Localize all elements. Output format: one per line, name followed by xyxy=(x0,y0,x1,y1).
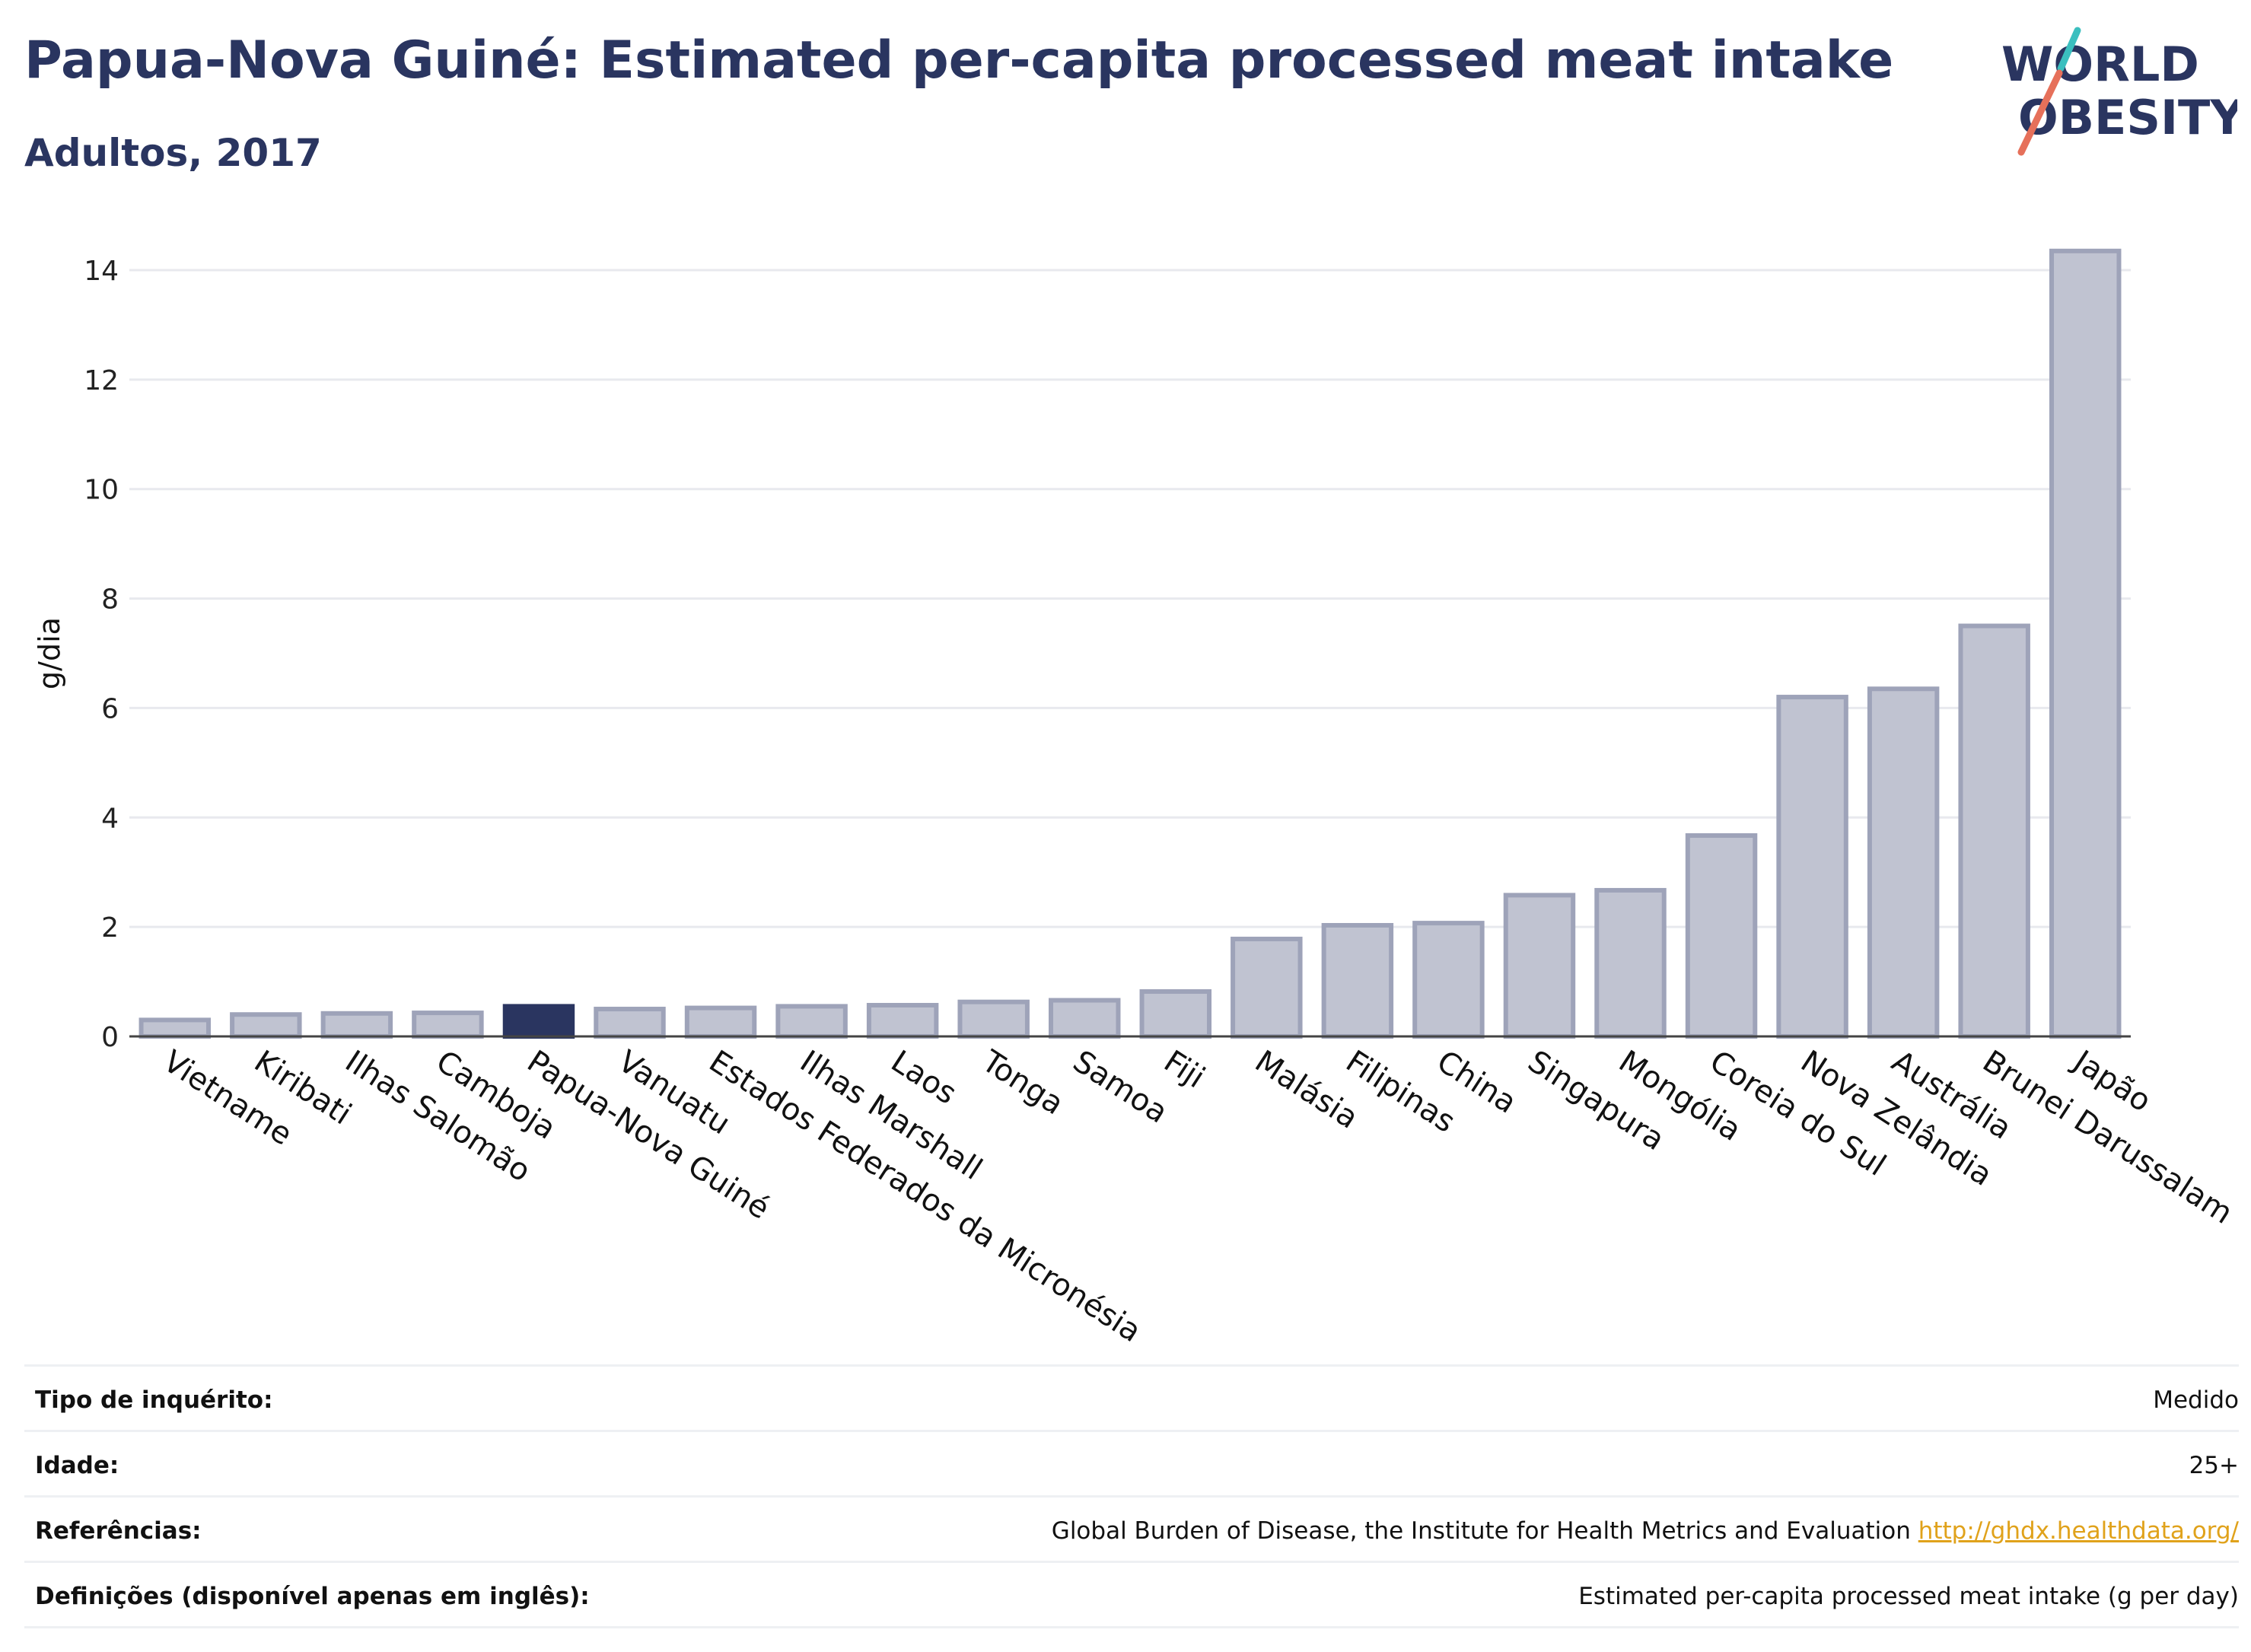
meta-value: Estimated per-capita processed meat inta… xyxy=(1578,1583,2239,1610)
meta-row-age: Idade: 25+ xyxy=(24,1430,2239,1495)
y-tick-label: 0 xyxy=(101,1022,119,1053)
bar xyxy=(1867,686,1940,1039)
meta-row-definitions: Definições (disponível apenas em inglês)… xyxy=(24,1561,2239,1628)
bar xyxy=(412,1011,484,1039)
reference-text: Global Burden of Disease, the Institute … xyxy=(1051,1517,1911,1545)
meta-value: 25+ xyxy=(2189,1452,2239,1479)
bar xyxy=(594,1007,666,1039)
logo-word-obesity: OBESITY xyxy=(2018,90,2237,145)
y-tick-label: 4 xyxy=(101,803,119,834)
bar xyxy=(775,1004,848,1039)
logo-slash-teal xyxy=(2057,27,2081,72)
bar xyxy=(1412,921,1485,1039)
bar xyxy=(1958,623,2030,1039)
x-tick-label: Tonga xyxy=(975,1043,1069,1122)
logo-slash-coral xyxy=(2017,69,2063,156)
y-tick-label: 12 xyxy=(84,365,119,396)
metadata-table: Tipo de inquérito: Medido Idade: 25+ Ref… xyxy=(24,1364,2239,1628)
y-tick-label: 6 xyxy=(101,693,119,724)
meta-label: Referências: xyxy=(35,1517,202,1545)
meta-value-references: Global Burden of Disease, the Institute … xyxy=(1052,1517,2239,1545)
y-tick-label: 14 xyxy=(84,256,119,287)
world-obesity-logo: WORLD OBESITY xyxy=(2001,27,2237,156)
bar xyxy=(1594,887,1667,1039)
bar xyxy=(1231,936,1303,1039)
bar xyxy=(1776,695,1848,1039)
bar-highlighted xyxy=(502,1004,575,1039)
bar xyxy=(320,1011,393,1039)
bar xyxy=(1139,989,1212,1039)
y-axis-label: g/dia xyxy=(33,617,66,689)
bar xyxy=(866,1003,939,1039)
bar xyxy=(138,1017,212,1039)
y-tick-label: 8 xyxy=(101,584,119,616)
x-tick-label: Malásia xyxy=(1249,1044,1364,1136)
bar xyxy=(957,999,1030,1039)
bar xyxy=(1503,893,1576,1039)
meta-label: Definições (disponível apenas em inglês)… xyxy=(35,1583,590,1610)
bar xyxy=(1685,833,1758,1039)
chart-subtitle: Adultos, 2017 xyxy=(24,131,322,175)
bar xyxy=(2049,248,2122,1039)
bar xyxy=(1321,922,1394,1039)
meta-label: Idade: xyxy=(35,1452,119,1479)
meta-label: Tipo de inquérito: xyxy=(35,1386,273,1414)
meta-row-references: Referências: Global Burden of Disease, t… xyxy=(24,1495,2239,1561)
meta-row-survey-type: Tipo de inquérito: Medido xyxy=(24,1364,2239,1430)
y-tick-label: 2 xyxy=(101,912,119,944)
chart-title: Papua-Nova Guiné: Estimated per-capita p… xyxy=(24,30,1894,91)
bar xyxy=(230,1012,302,1039)
bar xyxy=(1048,998,1121,1039)
x-tick-label: Samoa xyxy=(1067,1044,1174,1131)
reference-link[interactable]: http://ghdx.healthdata.org/ xyxy=(1918,1517,2239,1545)
x-tick-label: Fiji xyxy=(1157,1044,1211,1096)
meta-value: Medido xyxy=(2153,1386,2239,1414)
logo-word-world: WORLD xyxy=(2001,37,2199,92)
bar xyxy=(684,1005,757,1039)
y-tick-label: 10 xyxy=(84,475,119,506)
